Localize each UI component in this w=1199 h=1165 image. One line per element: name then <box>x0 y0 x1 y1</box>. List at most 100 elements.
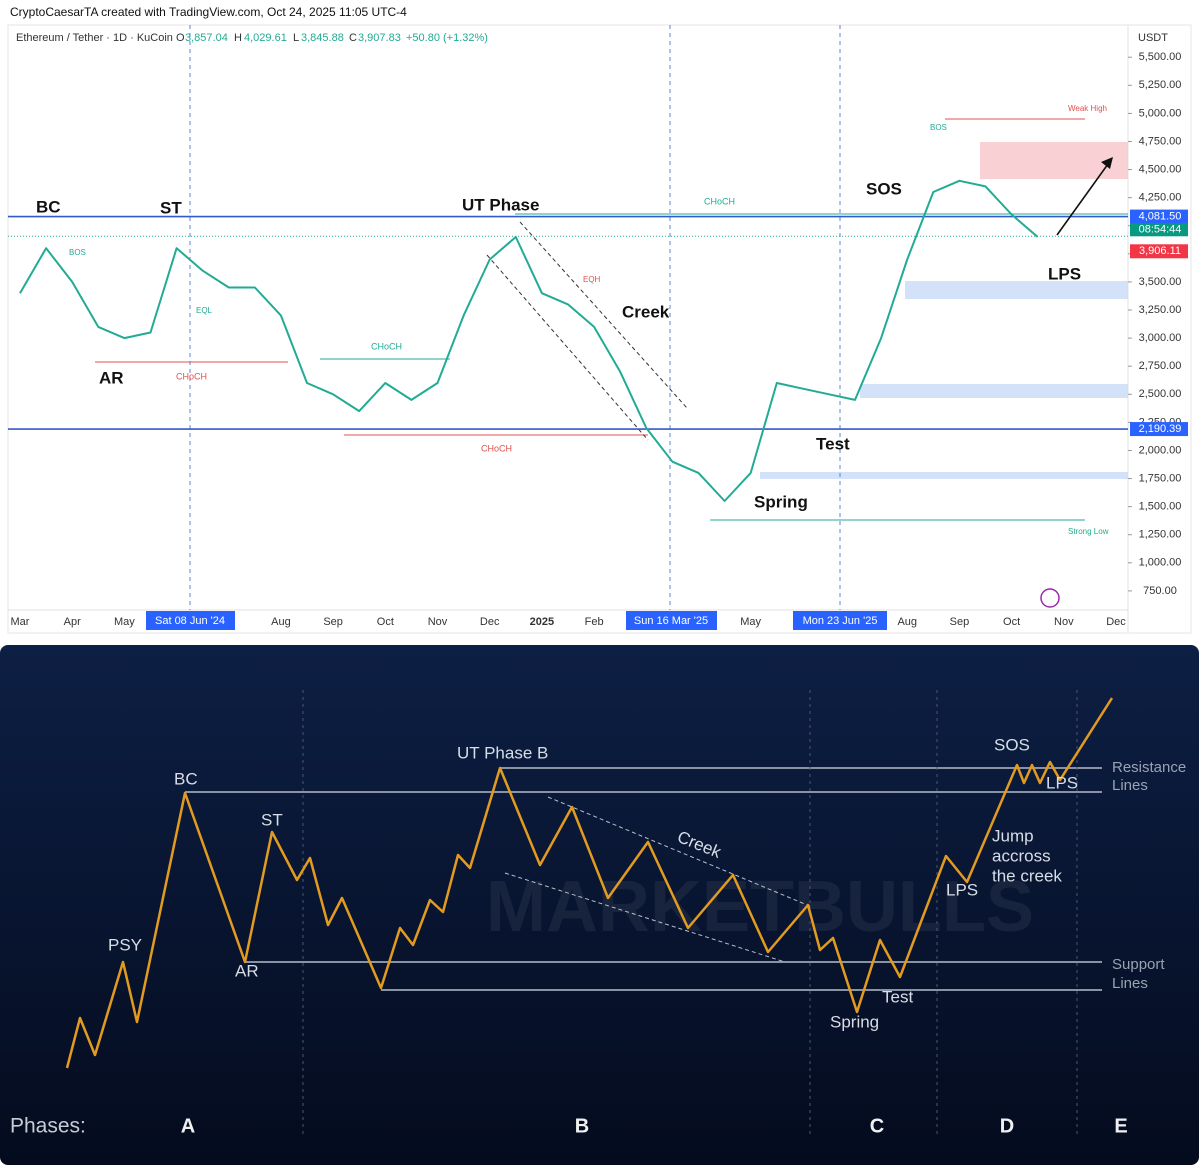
annotation: LPS <box>1048 264 1081 283</box>
annotations: BC ST UT Phase Creek SOS LPS AR Test Spr… <box>36 104 1109 536</box>
label: UT Phase B <box>457 743 548 762</box>
level-label: 2,190.39 <box>1139 423 1182 435</box>
y-tick-label: 750.00 <box>1143 585 1177 597</box>
y-tick-label: 1,000.00 <box>1139 557 1182 569</box>
small-label: EQH <box>583 275 601 284</box>
small-label: CHoCH <box>481 443 512 453</box>
structure-lines <box>95 25 1128 610</box>
label: Lines <box>1112 777 1148 794</box>
zones <box>760 142 1128 479</box>
x-tick-label: May <box>740 616 761 628</box>
ohlc-key: O <box>176 32 185 44</box>
label: accross <box>992 846 1051 865</box>
date-marker: Sun 16 Mar '25 <box>634 615 708 627</box>
y-tick-label: 1,250.00 <box>1139 529 1182 541</box>
frame <box>7 24 1192 634</box>
x-tick-label: Aug <box>271 616 291 628</box>
label: SOS <box>994 735 1030 754</box>
x-tick-label: Dec <box>1106 616 1126 628</box>
x-tick-label: Sep <box>323 616 343 628</box>
label: Spring <box>830 1012 879 1031</box>
small-label: CHoCH <box>371 341 402 351</box>
x-tick-label: May <box>114 616 135 628</box>
x-tick-label: Mar <box>11 616 30 628</box>
label: ST <box>261 810 283 829</box>
annotation: ST <box>160 198 182 217</box>
phase: C <box>870 1115 884 1137</box>
date-marker-box <box>146 611 235 630</box>
phase: A <box>181 1115 195 1137</box>
level-label: 4,081.50 <box>1139 210 1182 222</box>
countdown-box <box>1130 223 1188 237</box>
y-tick-label: 2,750.00 <box>1139 360 1182 372</box>
small-label: Strong Low <box>1068 527 1109 536</box>
label: Support <box>1112 956 1165 973</box>
ohlc-key: H <box>234 32 242 44</box>
x-tick-label: Apr <box>64 616 81 628</box>
annotation: UT Phase <box>462 195 539 214</box>
phase: D <box>1000 1115 1014 1137</box>
schematic: MARKETBULLS PSY BC AR ST UT Phase B Cree… <box>0 645 1199 1165</box>
label: Jump <box>992 826 1034 845</box>
x-tick-label: Aug <box>897 616 917 628</box>
demand-zone <box>905 281 1128 299</box>
label: BC <box>174 769 198 788</box>
small-label: CHoCH <box>176 371 207 381</box>
label: the creek <box>992 866 1062 885</box>
countdown: 08:54:44 <box>1139 224 1182 236</box>
date-marker-box <box>626 611 717 630</box>
level-box <box>1130 209 1188 224</box>
y-tick-label: 5,000.00 <box>1139 107 1182 119</box>
creek-line <box>547 796 813 908</box>
x-tick-label: Nov <box>1054 616 1074 628</box>
x-tick-label: Oct <box>377 616 394 628</box>
levels <box>185 767 1102 991</box>
date-markers: Sat 08 Jun '24 Sun 16 Mar '25 Mon 23 Jun… <box>146 611 887 630</box>
y-tick-label: 3,500.00 <box>1139 276 1182 288</box>
x-tick-label: Oct <box>1003 616 1020 628</box>
y-tick-label: 4,750.00 <box>1139 135 1182 147</box>
demand-zone <box>860 384 1128 398</box>
y-tick-label: 3,000.00 <box>1139 332 1182 344</box>
legend: Ethereum / Tether · 1D · KuCoin O 3,857.… <box>16 32 488 44</box>
credit: CryptoCaesarTA created with TradingView.… <box>10 5 407 19</box>
supply-zone <box>980 142 1128 179</box>
y-tick-label: 2,000.00 <box>1139 444 1182 456</box>
annotation: Test <box>816 434 850 453</box>
chart: CryptoCaesarTA created with TradingView.… <box>0 0 1199 645</box>
ohlc-value: 3,907.83 <box>358 32 401 44</box>
y-tick-label: 2,500.00 <box>1139 388 1182 400</box>
date-marker-box <box>793 611 887 630</box>
ohlc-key: C <box>349 32 357 44</box>
ohlc-value: 4,029.61 <box>244 32 287 44</box>
background <box>0 0 1199 645</box>
annotation: BC <box>36 197 61 216</box>
label: AR <box>235 961 259 980</box>
date-marker: Sat 08 Jun '24 <box>155 615 225 627</box>
small-label: EQL <box>196 306 213 315</box>
symbol: Ethereum / Tether · 1D · KuCoin <box>16 32 173 44</box>
demand-zone <box>760 472 1128 479</box>
x-tick-label: Feb <box>585 616 604 628</box>
small-label: Weak High <box>1068 104 1107 113</box>
level-box <box>1130 422 1188 437</box>
small-label: BOS <box>69 248 86 257</box>
phase: E <box>1114 1115 1127 1137</box>
plot: 4,081.50 2,190.39 08:54:44 3,906.11 <box>8 179 1188 502</box>
x-tick-label: 2025 <box>530 616 554 628</box>
annotation: AR <box>99 368 124 387</box>
x-tick-label: Sep <box>950 616 970 628</box>
y-tick-label: 3,250.00 <box>1139 304 1182 316</box>
ohlc-value: 3,857.04 <box>185 32 228 44</box>
unit: USDT <box>1138 32 1168 44</box>
small-label: CHoCH <box>704 196 735 206</box>
ohlc-key: L <box>293 32 299 44</box>
creek-channel <box>486 254 649 441</box>
phases-title: Phases: <box>10 1115 86 1138</box>
date-marker: Mon 23 Jun '25 <box>803 615 878 627</box>
ohlc-value: 3,845.88 <box>301 32 344 44</box>
ohlc-change: +50.80 (+1.32%) <box>406 32 488 44</box>
background <box>0 645 1199 1165</box>
y-tick-label: 5,250.00 <box>1139 79 1182 91</box>
